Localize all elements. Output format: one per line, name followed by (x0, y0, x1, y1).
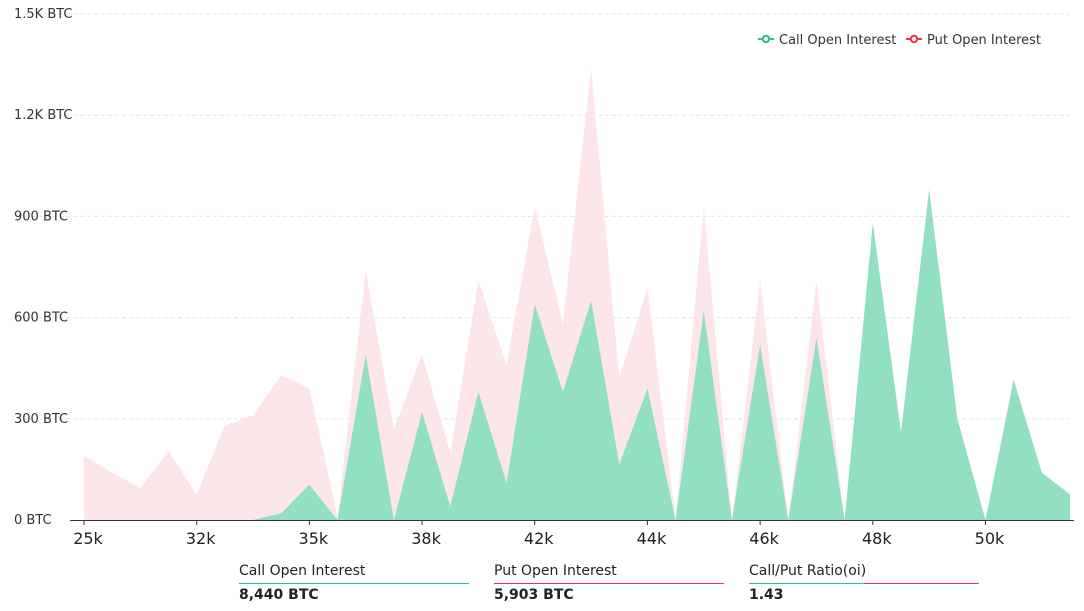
x-tick-label-2: 35k (299, 529, 329, 548)
legend-dot-icon (761, 34, 771, 44)
x-tick-label-0: 25k (73, 529, 103, 548)
summary-put-value: 5,903 BTC (494, 587, 574, 603)
x-tick-label-8: 50k (975, 529, 1005, 548)
summary-put-underline (494, 583, 724, 584)
x-tick-label-1: 32k (186, 529, 216, 548)
y-tick-label-5: 1.5K BTC (14, 7, 73, 22)
legend-item-call[interactable]: Call Open Interest (758, 33, 896, 48)
summary-call-value: 8,440 BTC (239, 587, 319, 603)
summary-ratio-value: 1.43 (749, 587, 784, 603)
y-tick-label-2: 600 BTC (14, 311, 68, 326)
summary-put: Put Open Interest 5,903 BTC (494, 563, 724, 603)
summary-call: Call Open Interest 8,440 BTC (239, 563, 469, 603)
legend-label: Put Open Interest (927, 33, 1041, 48)
area-series-call (84, 189, 1070, 520)
summary-ratio-underline (749, 583, 979, 584)
y-tick-label-0: 0 BTC (14, 513, 52, 528)
x-tick-label-3: 38k (411, 529, 441, 548)
legend-dot-icon (909, 34, 919, 44)
summary-call-underline (239, 583, 469, 584)
summary-ratio-label: Call/Put Ratio(oi) (749, 563, 867, 579)
x-tick-label-7: 48k (862, 529, 892, 548)
y-tick-label-1: 300 BTC (14, 412, 68, 427)
y-tick-label-4: 1.2K BTC (14, 108, 73, 123)
areas (84, 67, 1070, 520)
legend: Call Open Interest Put Open Interest (758, 33, 1041, 48)
summary-ratio: Call/Put Ratio(oi) 1.43 (749, 563, 979, 603)
summary-call-label: Call Open Interest (239, 563, 366, 579)
y-axis-ticks: 0 BTC 300 BTC 600 BTC 900 BTC 1.2K BTC 1.5K B… (14, 7, 73, 528)
open-interest-chart: 0 BTC 300 BTC 600 BTC 900 BTC 1.2K BTC 1.5K B… (14, 7, 1074, 548)
x-tick-label-4: 42k (524, 529, 554, 548)
legend-item-put[interactable]: Put Open Interest (906, 33, 1041, 48)
y-tick-label-3: 900 BTC (14, 209, 68, 224)
summary-put-label: Put Open Interest (494, 563, 617, 579)
x-axis-ticks: 25k32k35k38k42k44k46k48k50k52k54k55k56k5… (73, 520, 1005, 548)
legend-label: Call Open Interest (779, 33, 896, 48)
x-tick-label-5: 44k (637, 529, 667, 548)
x-tick-label-6: 46k (749, 529, 779, 548)
